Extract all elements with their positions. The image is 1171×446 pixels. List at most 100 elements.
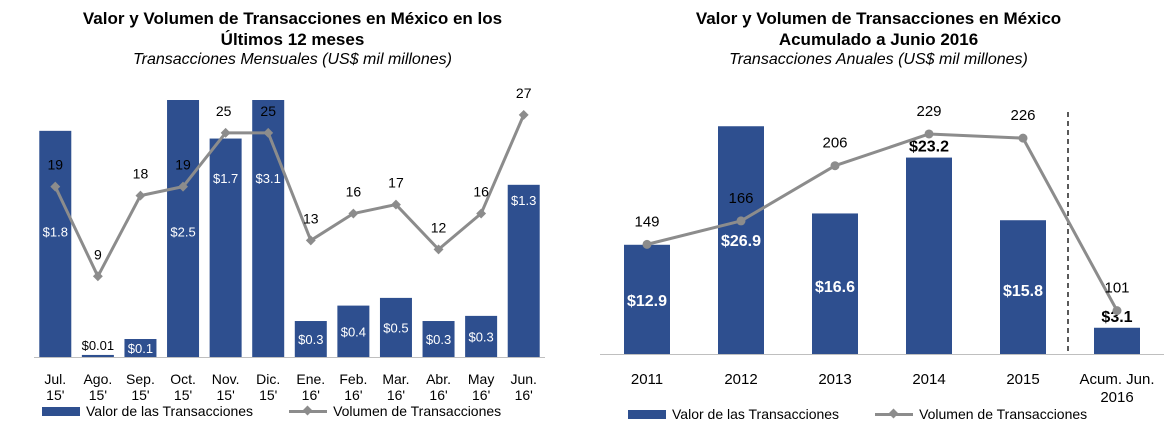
volume-point bbox=[391, 199, 401, 210]
volume-value-label: 206 bbox=[822, 135, 847, 152]
bar-value-label: $16.6 bbox=[815, 279, 855, 296]
bar-valor bbox=[337, 305, 370, 357]
bar-value-label: $0.3 bbox=[298, 332, 323, 347]
x-tick-label: Ene. bbox=[296, 371, 325, 387]
volume-value-label: 16 bbox=[346, 184, 362, 200]
x-tick-label: 15' bbox=[217, 387, 235, 403]
bar-valor bbox=[1094, 327, 1140, 354]
x-tick-label: Feb. bbox=[339, 371, 367, 387]
bar-valor bbox=[379, 297, 412, 357]
x-tick-label: 16' bbox=[302, 387, 320, 403]
volume-line bbox=[646, 132, 1119, 312]
x-tick-label: 15' bbox=[46, 387, 64, 403]
bar-valor bbox=[465, 315, 498, 357]
bar-value-label: $3.1 bbox=[1101, 309, 1132, 326]
volume-value-label: 27 bbox=[516, 85, 532, 101]
volume-point bbox=[135, 190, 146, 201]
volume-value-label: 13 bbox=[303, 210, 319, 226]
x-tick-label: 15' bbox=[174, 387, 192, 403]
bar-value-label: $1.3 bbox=[511, 193, 536, 208]
bar-valor bbox=[209, 138, 242, 357]
legend-label-valor: Valor de las Transacciones bbox=[86, 403, 254, 419]
x-tick-label: 16' bbox=[472, 387, 490, 403]
legend-item-volumen: Volumen de Transacciones bbox=[289, 403, 501, 419]
volume-value-label: 149 bbox=[634, 213, 659, 230]
x-tick-label: Abr. bbox=[426, 371, 451, 387]
x-tick-label: 15' bbox=[89, 387, 107, 403]
x-tick-label: Jul. bbox=[44, 371, 66, 387]
x-tick-label: 2012 bbox=[724, 371, 757, 388]
bar-value-label: $0.5 bbox=[383, 320, 408, 335]
legend-label-volumen: Volumen de Transacciones bbox=[919, 406, 1088, 422]
x-tick-label: 16' bbox=[429, 387, 447, 403]
bar-value-label: $23.2 bbox=[909, 139, 949, 156]
volume-point bbox=[736, 216, 746, 226]
annual-chart: $12.9 2011 $26.9 2012 $16.6 2013 $23.2 2014 $15.… bbox=[600, 103, 1164, 406]
x-tick-label: 2016 bbox=[1100, 389, 1133, 406]
x-tick-label: Acum. Jun. bbox=[1079, 371, 1154, 388]
bar-value-label: $1.8 bbox=[43, 225, 68, 240]
volume-value-label: 166 bbox=[728, 190, 753, 207]
x-tick-label: 15' bbox=[259, 387, 277, 403]
bar-valor bbox=[39, 130, 72, 357]
volume-value-label: 19 bbox=[175, 157, 191, 173]
legend-label-volumen: Volumen de Transacciones bbox=[333, 403, 502, 419]
bar-value-label: $3.1 bbox=[256, 171, 281, 186]
bar-valor bbox=[718, 126, 764, 354]
bar-value-label: $2.5 bbox=[170, 225, 195, 240]
volume-point bbox=[924, 129, 934, 139]
volume-point bbox=[830, 161, 840, 171]
volume-value-label: 17 bbox=[388, 175, 404, 191]
x-tick-label: 16' bbox=[344, 387, 362, 403]
annual-chart-legend: Valor de las Transacciones Volumen de Tr… bbox=[628, 406, 1087, 422]
annual-chart-title-block: Valor y Volumen de Transacciones en Méxi… bbox=[586, 8, 1171, 70]
x-tick-label: 2013 bbox=[818, 371, 851, 388]
bar-valor bbox=[167, 100, 200, 357]
legend-bar-swatch bbox=[42, 406, 80, 416]
volume-value-label: 19 bbox=[48, 157, 64, 173]
x-tick-label: 15' bbox=[131, 387, 149, 403]
x-tick-label: Ago. bbox=[83, 371, 112, 387]
volume-value-label: 9 bbox=[94, 246, 102, 262]
x-tick-label: 2011 bbox=[631, 371, 663, 388]
legend-item-volumen: Volumen de Transacciones bbox=[875, 406, 1087, 422]
volume-value-label: 25 bbox=[260, 103, 276, 119]
volume-value-label: 18 bbox=[133, 166, 149, 182]
volume-point bbox=[433, 244, 444, 255]
x-tick-label: Oct. bbox=[170, 371, 196, 387]
monthly-chart-title-line-2: Últimos 12 meses bbox=[220, 30, 365, 49]
x-tick-label: 16' bbox=[515, 387, 533, 403]
volume-point bbox=[263, 127, 274, 138]
bar-value-label: $12.9 bbox=[627, 293, 667, 310]
bar-value-label: $0.3 bbox=[426, 332, 451, 347]
x-tick-label: Nov. bbox=[212, 371, 240, 387]
legend-item-valor: Valor de las Transacciones bbox=[628, 406, 839, 422]
bar-valor bbox=[624, 244, 670, 354]
monthly-chart-panel: $1.8 Jul. 15' $0.01 Ago. 15' $0.1 Sep. 15' $2.5 Oc… bbox=[0, 0, 585, 446]
bar-valor bbox=[422, 321, 455, 357]
legend-bar-swatch bbox=[628, 409, 666, 419]
volume-point bbox=[50, 181, 61, 192]
volume-point bbox=[348, 208, 359, 219]
x-tick-label: 2015 bbox=[1006, 371, 1039, 388]
bar-value-label: $0.1 bbox=[128, 341, 153, 356]
volume-point bbox=[1018, 133, 1028, 143]
volume-point bbox=[518, 109, 529, 120]
bar-valor bbox=[812, 213, 858, 354]
legend-label-valor: Valor de las Transacciones bbox=[672, 406, 840, 422]
x-tick-label: 2014 bbox=[912, 371, 945, 388]
bar-value-label: $15.8 bbox=[1003, 283, 1043, 300]
bar-value-label: $26.9 bbox=[721, 233, 761, 250]
monthly-chart-title-line-1: Valor y Volumen de Transacciones en Méxi… bbox=[82, 9, 503, 28]
bar-valor bbox=[81, 354, 114, 357]
bar-valor bbox=[294, 321, 327, 357]
x-tick-label: May bbox=[468, 371, 494, 387]
volume-point bbox=[220, 127, 231, 138]
monthly-chart-legend: Valor de las Transacciones Volumen de Tr… bbox=[42, 403, 501, 419]
volume-value-label: 101 bbox=[1104, 280, 1129, 297]
annual-chart-title-line-1: Valor y Volumen de Transacciones en Méxi… bbox=[695, 9, 1062, 28]
legend-line-swatch bbox=[875, 412, 914, 416]
x-tick-label: 16' bbox=[387, 387, 405, 403]
x-tick-label: Mar. bbox=[382, 371, 409, 387]
bar-value-label: $1.7 bbox=[213, 171, 238, 186]
